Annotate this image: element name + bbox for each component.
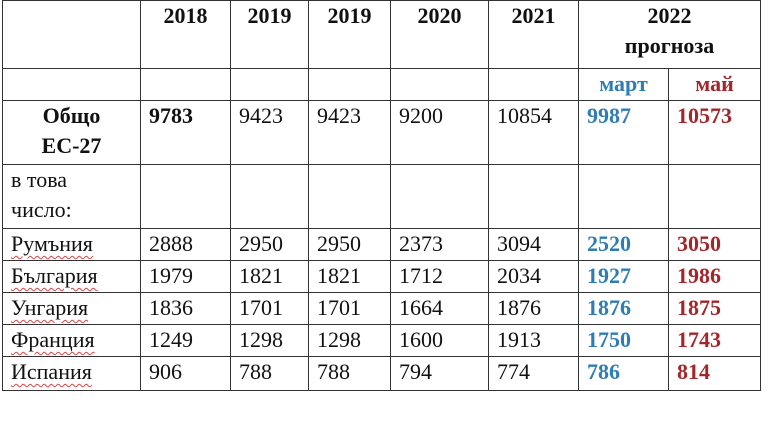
empty-cell — [308, 164, 391, 229]
value-cell: 9783 — [140, 100, 231, 165]
subcolumn-header: май — [667, 68, 762, 101]
value-cell: 2950 — [308, 228, 391, 261]
value-cell: 1821 — [308, 260, 391, 293]
table-row: в това число: — [2, 164, 762, 229]
value-cell: 1836 — [140, 292, 231, 325]
empty-cell — [488, 164, 579, 229]
value-cell: 1701 — [308, 292, 391, 325]
value-cell: 9987 — [578, 100, 669, 165]
value-cell: 1743 — [667, 324, 762, 357]
table-row: 2018 2019 2019 2020 2021 2022 прогноза — [2, 0, 762, 69]
empty-cell — [488, 68, 579, 101]
value-cell: 1979 — [140, 260, 231, 293]
empty-cell — [230, 164, 309, 229]
value-cell: 1876 — [578, 292, 669, 325]
subcolumn-header: март — [578, 68, 669, 101]
value-cell: 1600 — [390, 324, 489, 357]
value-cell: 9200 — [390, 100, 489, 165]
table-row: Испания 906 788 788 794 774 786 814 — [2, 356, 762, 391]
value-cell: 786 — [578, 356, 669, 391]
column-header: 2019 — [230, 0, 309, 69]
value-cell: 794 — [390, 356, 489, 391]
row-label: Общо ЕС-27 — [2, 100, 141, 165]
empty-cell — [140, 164, 231, 229]
value-cell: 906 — [140, 356, 231, 391]
value-cell: 2888 — [140, 228, 231, 261]
empty-cell — [140, 68, 231, 101]
table-row: Румъния 2888 2950 2950 2373 3094 2520 3050 — [2, 228, 762, 261]
value-cell: 1927 — [578, 260, 669, 293]
value-cell: 1913 — [488, 324, 579, 357]
value-cell: 2034 — [488, 260, 579, 293]
row-label: България — [2, 260, 141, 293]
value-cell: 1298 — [308, 324, 391, 357]
table-row: България 1979 1821 1821 1712 2034 1927 1986 — [2, 260, 762, 293]
value-cell: 1712 — [390, 260, 489, 293]
value-cell: 1701 — [230, 292, 309, 325]
value-cell: 3050 — [667, 228, 762, 261]
value-cell: 1750 — [578, 324, 669, 357]
value-cell: 1664 — [390, 292, 489, 325]
value-cell: 10573 — [667, 100, 762, 165]
value-cell: 774 — [488, 356, 579, 391]
column-header: 2018 — [140, 0, 231, 69]
empty-cell — [390, 164, 489, 229]
value-cell: 1875 — [667, 292, 762, 325]
value-cell: 9423 — [308, 100, 391, 165]
row-label: Румъния — [2, 228, 141, 261]
empty-cell — [390, 68, 489, 101]
empty-cell — [578, 164, 669, 229]
value-cell: 1986 — [667, 260, 762, 293]
data-table: 2018 2019 2019 2020 2021 2022 прогноза март май… — [2, 0, 762, 391]
column-header: 2022 прогноза — [577, 0, 762, 69]
row-label: в това число: — [2, 164, 141, 229]
value-cell: 3094 — [488, 228, 579, 261]
value-cell: 2520 — [578, 228, 669, 261]
empty-cell — [2, 68, 141, 101]
empty-cell — [2, 0, 141, 69]
value-cell: 1298 — [230, 324, 309, 357]
empty-cell — [308, 68, 391, 101]
value-cell: 2373 — [390, 228, 489, 261]
value-cell: 2950 — [230, 228, 309, 261]
row-label: Испания — [2, 356, 141, 391]
value-cell: 1876 — [488, 292, 579, 325]
value-cell: 788 — [308, 356, 391, 391]
value-cell: 1249 — [140, 324, 231, 357]
row-label: Франция — [2, 324, 141, 357]
empty-cell — [230, 68, 309, 101]
value-cell: 814 — [667, 356, 762, 391]
table-row: март май — [2, 68, 762, 101]
column-header: 2020 — [390, 0, 489, 69]
column-header: 2021 — [488, 0, 579, 69]
value-cell: 1821 — [230, 260, 309, 293]
row-label: Унгария — [2, 292, 141, 325]
table-row: Франция 1249 1298 1298 1600 1913 1750 1743 — [2, 324, 762, 357]
empty-cell — [667, 164, 762, 229]
value-cell: 9423 — [230, 100, 309, 165]
value-cell: 10854 — [488, 100, 579, 165]
table-row: Унгария 1836 1701 1701 1664 1876 1876 1875 — [2, 292, 762, 325]
table-row: Общо ЕС-27 9783 9423 9423 9200 10854 9987 10573 — [2, 100, 762, 165]
column-header: 2019 — [308, 0, 391, 69]
value-cell: 788 — [230, 356, 309, 391]
